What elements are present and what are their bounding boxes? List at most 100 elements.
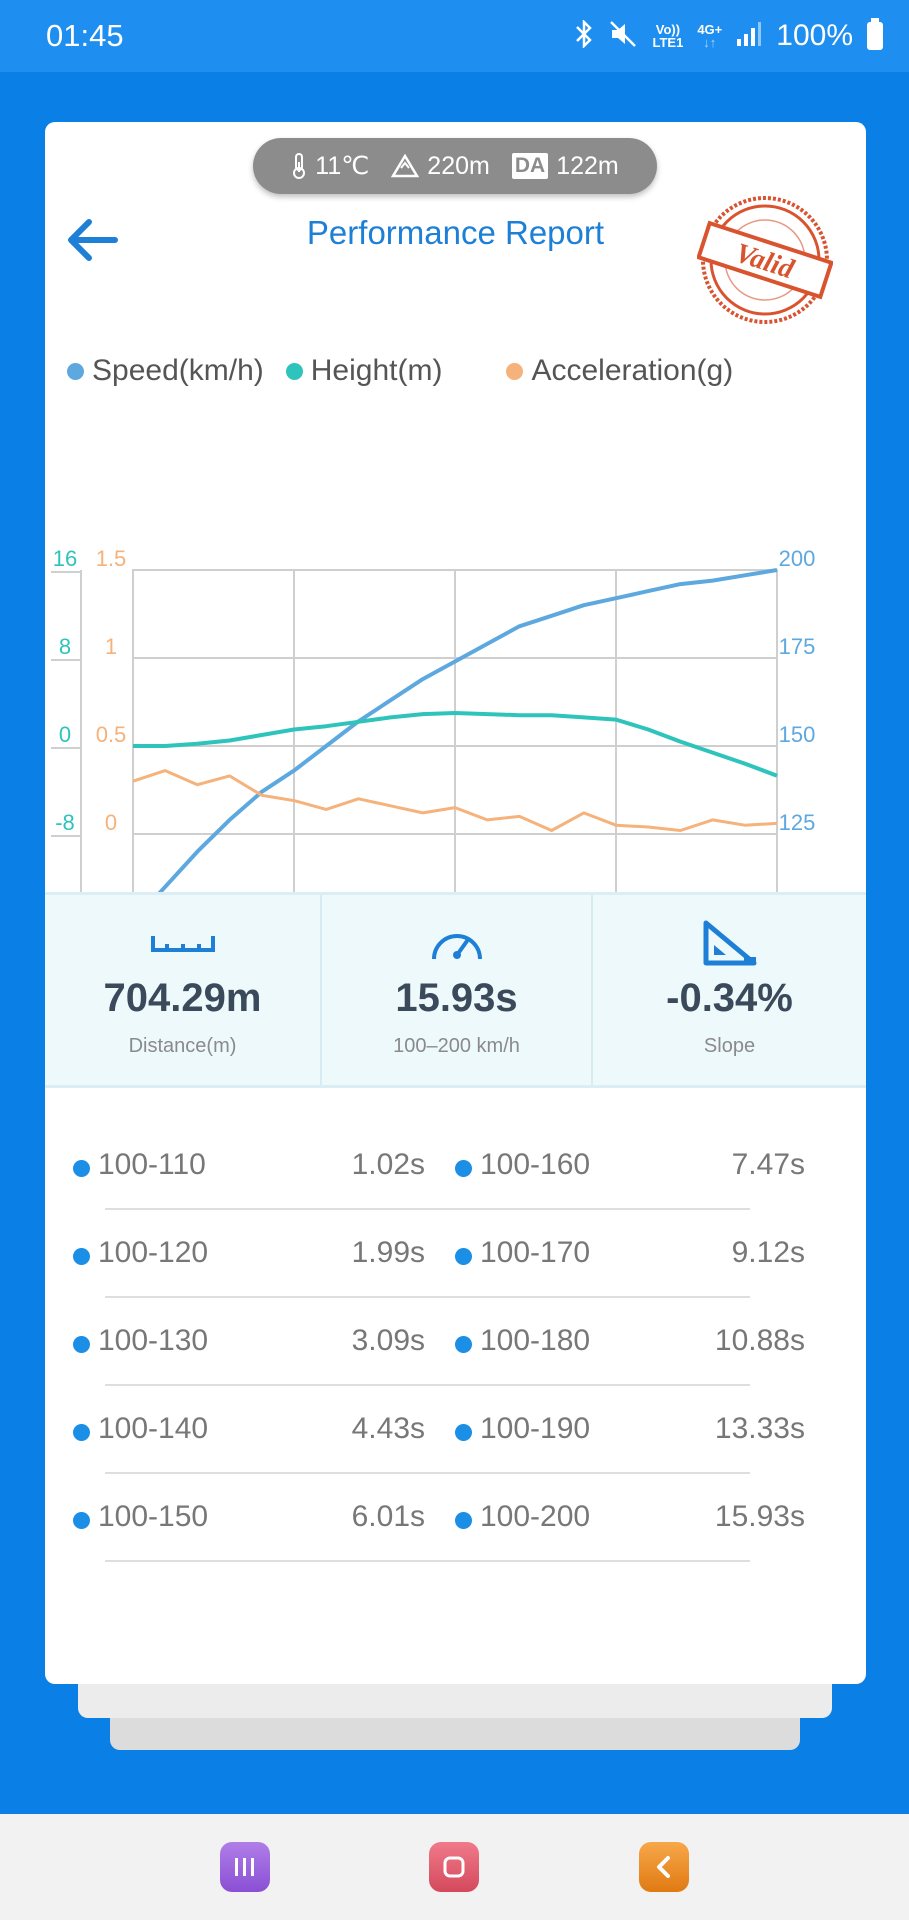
legend-speed: Speed(km/h): [67, 354, 264, 388]
page-title: Performance Report: [306, 214, 605, 251]
accel-tick-label: 1.5: [96, 546, 127, 571]
split-range: 100-150: [73, 1500, 208, 1534]
bluetooth-icon: [573, 18, 595, 53]
split-time: 3.09s: [351, 1324, 425, 1357]
bullet-dot: [73, 1423, 90, 1441]
legend-acceleration-label: Acceleration(g): [531, 354, 734, 387]
bullet-dot: [455, 1159, 472, 1177]
distance-value: 704.29m: [103, 976, 262, 1020]
home-icon: [443, 1856, 465, 1878]
split-range: 100-180: [455, 1324, 590, 1358]
speed-tick-label: 200: [779, 546, 816, 571]
density-altitude-value: 122m: [556, 151, 619, 180]
battery-percent: 100%: [776, 19, 853, 52]
nav-back-button[interactable]: [639, 1842, 690, 1892]
status-bar: 01:45 Vo)) LTE1 4G+ ↓↑ 100%: [0, 0, 909, 72]
mute-icon: [609, 20, 639, 53]
bullet-dot: [455, 1511, 472, 1529]
volte-indicator: Vo)) LTE1: [652, 22, 684, 50]
status-icons: Vo)) LTE1 4G+ ↓↑ 100%: [573, 18, 883, 53]
bullet-dot: [73, 1511, 90, 1529]
performance-report-card: 11℃ 220m DA 122m Performance Report Vali…: [45, 122, 866, 1684]
split-row: 100-130 3.09s 100-180 10.88s: [45, 1298, 866, 1386]
split-time: 1.99s: [351, 1236, 425, 1269]
height-tick-label: 0: [59, 722, 71, 747]
speed-tick-label: 125: [779, 810, 816, 835]
recent-apps-button[interactable]: [219, 1842, 270, 1892]
acceleration-line: [132, 769, 778, 832]
split-time: 10.88s: [714, 1324, 805, 1357]
temperature-item: 11℃: [291, 151, 369, 181]
split-time: 15.93s: [714, 1500, 805, 1533]
mountain-icon: [391, 154, 420, 178]
status-time: 01:45: [46, 18, 124, 53]
battery-icon: [867, 18, 883, 50]
split-range: 100-160: [455, 1148, 590, 1182]
accel-tick-label: 1: [105, 634, 117, 659]
stats-panel: 704.29m Distance(m) 15.93s 100–200 km/h …: [45, 892, 866, 1088]
split-time: 4.43s: [351, 1412, 425, 1445]
split-range: 100-110: [73, 1148, 206, 1182]
arrow-left-icon: [68, 219, 118, 261]
density-altitude-item: DA 122m: [511, 151, 619, 181]
split-row: 100-120 1.99s 100-170 9.12s: [45, 1210, 866, 1298]
speedometer-icon: [430, 922, 484, 966]
ruler-icon: [150, 922, 215, 966]
slope-value: -0.34%: [666, 976, 793, 1020]
back-button[interactable]: [59, 208, 123, 272]
bullet-dot: [73, 1335, 90, 1353]
distance-label: Distance(m): [128, 1035, 237, 1057]
legend-height: Height(m): [285, 354, 443, 388]
split-range: 100-200: [455, 1500, 590, 1534]
split-range: 100-120: [73, 1236, 208, 1270]
altitude-value: 220m: [427, 151, 490, 180]
recent-apps-icon: [234, 1858, 254, 1876]
split-time: 9.12s: [731, 1236, 805, 1269]
bullet-dot: [455, 1247, 472, 1265]
speed-tick-label: 175: [779, 634, 816, 659]
split-time: 1.02s: [351, 1148, 425, 1181]
accel-tick-label: 0: [105, 810, 117, 835]
height-dot: [285, 362, 303, 380]
split-row: 100-140 4.43s 100-190 13.33s: [45, 1386, 866, 1474]
split-time: 13.33s: [714, 1412, 805, 1445]
legend-height-label: Height(m): [310, 354, 443, 387]
split-time: 6.01s: [351, 1500, 425, 1533]
split-row: 100-150 6.01s 100-200 15.93s: [45, 1474, 866, 1562]
signal-icon: [736, 21, 762, 52]
split-time: 7.47s: [731, 1148, 805, 1181]
speed-tick-label: 150: [779, 722, 816, 747]
temperature-value: 11℃: [315, 152, 370, 180]
speed-dot: [67, 362, 84, 380]
height-line: [133, 711, 778, 778]
accel-tick-label: 0.5: [96, 722, 127, 747]
navigation-bar: [0, 1814, 909, 1920]
stat-time: 15.93s 100–200 km/h: [322, 895, 593, 1085]
height-tick-label: 8: [59, 634, 71, 659]
chart-legend: Speed(km/h) Height(m) Acceleration(g): [67, 354, 755, 388]
thermometer-icon: [293, 153, 306, 179]
4g-indicator: 4G+ ↓↑: [697, 22, 723, 50]
bullet-dot: [455, 1335, 472, 1353]
altitude-item: 220m: [391, 152, 490, 181]
split-range: 100-170: [455, 1236, 590, 1270]
split-range: 100-190: [455, 1412, 590, 1446]
bullet-dot: [73, 1247, 90, 1265]
legend-acceleration: Acceleration(g): [506, 354, 733, 388]
time-value: 15.93s: [395, 976, 518, 1020]
split-range: 100-140: [73, 1412, 208, 1446]
slope-label: Slope: [703, 1035, 756, 1057]
home-button[interactable]: [429, 1842, 480, 1892]
split-times-list: 100-110 1.02s 100-160 7.47s 100-120 1.99…: [45, 1122, 866, 1562]
environment-pill: 11℃ 220m DA 122m: [253, 138, 657, 194]
valid-stamp: Valid: [697, 196, 833, 324]
bullet-dot: [455, 1423, 472, 1441]
legend-speed-label: Speed(km/h): [92, 354, 264, 387]
slope-icon: [700, 920, 760, 966]
split-range: 100-130: [73, 1324, 208, 1358]
stat-slope: -0.34% Slope: [593, 895, 866, 1085]
speed-line: [131, 568, 778, 924]
height-tick-label: -8: [55, 810, 75, 835]
acceleration-dot: [506, 362, 524, 380]
